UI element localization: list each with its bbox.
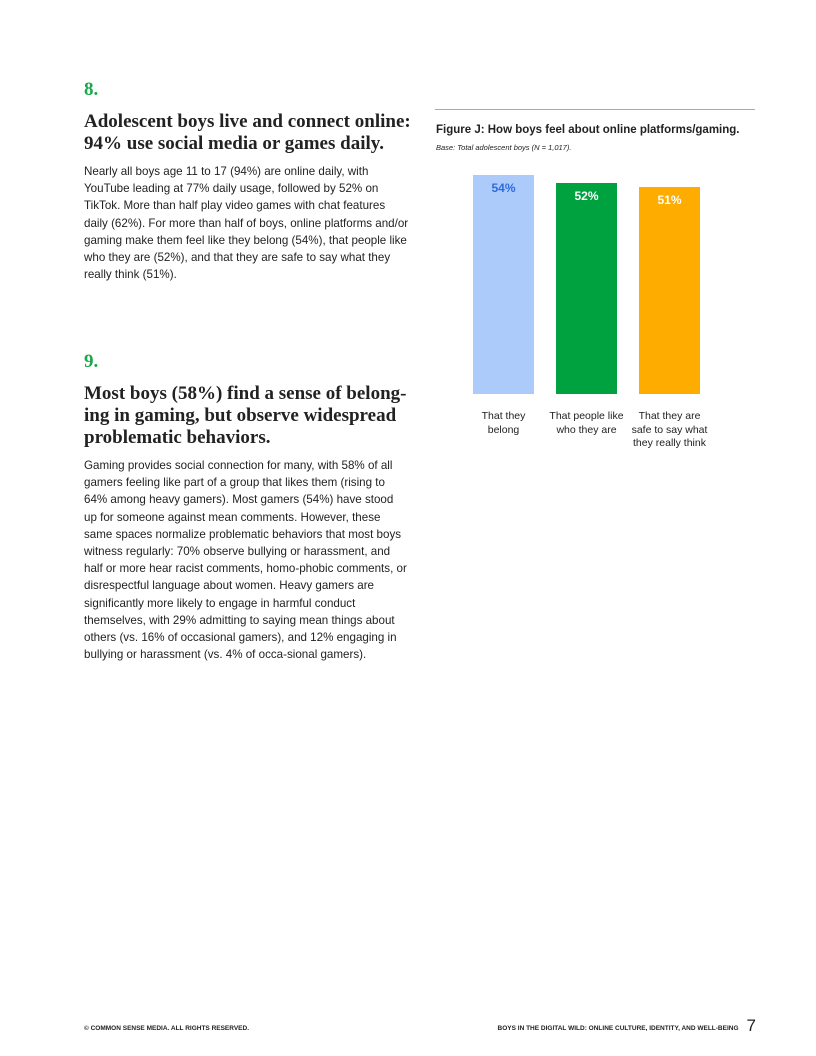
section-heading: Adolescent boys live and connect online:… (84, 111, 411, 154)
section-heading: Most boys (58%) find a sense of belong-i… (84, 383, 407, 448)
section-body: Gaming provides social connection for ma… (84, 459, 407, 662)
section-number: 8. (84, 79, 99, 100)
text-column: 8. Adolescent boys live and connect onli… (84, 80, 414, 663)
figure-base: Base: Total adolescent boys (N = 1,017). (436, 143, 572, 152)
category-label: That they are safe to say what they real… (631, 410, 708, 449)
footer-title: BOYS IN THE DIGITAL WILD: ONLINE CULTURE… (497, 1025, 739, 1032)
data-label: 51% (657, 193, 682, 208)
figure-title: Figure J: How boys feel about online pla… (436, 124, 740, 136)
data-label: 54% (491, 181, 516, 195)
page-number: 7 (746, 1016, 756, 1035)
section-number: 9. (84, 351, 99, 372)
section-body: Nearly all boys age 11 to 17 (94%) are o… (84, 165, 409, 282)
section-8: 8. Adolescent boys live and connect onli… (84, 80, 414, 352)
category-label: That people like who they are (549, 410, 624, 436)
bar (639, 187, 700, 394)
section-9: 9. Most boys (58%) find a sense of belon… (84, 352, 414, 663)
category-label: That they belong (481, 410, 526, 436)
data-label: 52% (574, 189, 599, 204)
footer: © COMMON SENSE MEDIA. ALL RIGHTS RESERVE… (84, 1014, 756, 1036)
bar (473, 175, 534, 394)
footer-copyright: © COMMON SENSE MEDIA. ALL RIGHTS RESERVE… (84, 1025, 250, 1032)
divider (435, 109, 755, 110)
bar (556, 183, 617, 394)
